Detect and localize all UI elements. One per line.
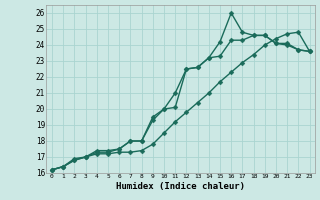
X-axis label: Humidex (Indice chaleur): Humidex (Indice chaleur) [116,182,245,191]
